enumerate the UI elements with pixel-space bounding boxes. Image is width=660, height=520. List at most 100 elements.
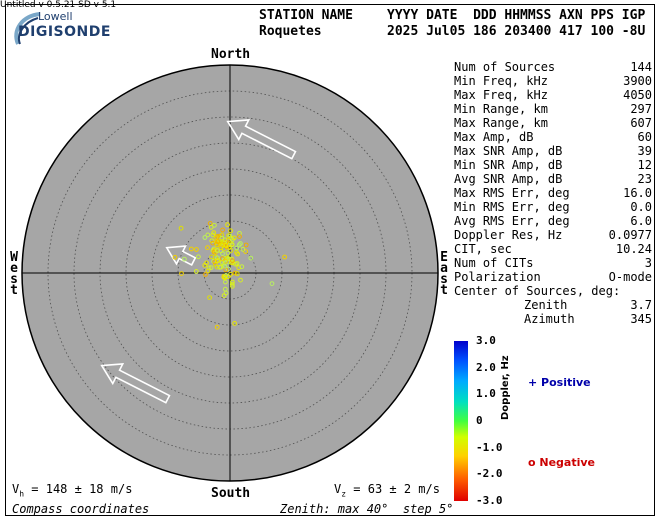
source-point (207, 295, 213, 301)
source-point (212, 259, 218, 265)
stat-label: Polarization (454, 270, 541, 284)
colorbar-tick-label: 3.0 (476, 334, 496, 347)
stat-label: Max RMS Err, deg (454, 186, 570, 200)
colorbar-tick-label: 2.0 (476, 360, 496, 374)
colorbar-tick-label: -1.0 (476, 440, 503, 454)
source-point (219, 232, 225, 238)
source-point (211, 230, 217, 236)
stat-label: Max Amp, dB (454, 130, 534, 144)
source-point (208, 265, 214, 271)
stat-row: Polarization O-mode (454, 270, 652, 284)
source-point (229, 242, 235, 248)
source-point (213, 235, 219, 241)
source-point (235, 251, 241, 257)
logo-text-main: DIGISONDE (18, 24, 111, 40)
vh-text: Vh = 148 ± 18 m/s (12, 482, 133, 499)
source-point (239, 264, 245, 270)
stat-label: Azimuth (524, 312, 575, 326)
colorbar-tick-label: -3.0 (476, 494, 503, 507)
stat-value: 16.0 (623, 186, 652, 200)
source-point (236, 242, 242, 248)
source-point (215, 255, 220, 261)
source-point (182, 256, 187, 262)
stat-row: Min Range, km 297 (454, 102, 652, 116)
source-point (226, 259, 231, 265)
source-point (231, 235, 237, 241)
stat-label: Max Freq, kHz (454, 88, 548, 102)
source-point (223, 279, 228, 285)
version-label: Untitled v 0.5.21 SD v 5.1 (0, 0, 117, 10)
source-point (237, 230, 242, 236)
stat-value: 3900 (623, 74, 652, 88)
source-point (215, 248, 220, 253)
source-point (215, 239, 221, 245)
source-point (196, 254, 201, 260)
source-point (225, 222, 231, 228)
stat-value: 6.0 (630, 214, 652, 228)
stat-row: Max RMS Err, deg 16.0 (454, 186, 652, 200)
source-point (234, 245, 240, 251)
stat-value: O-mode (608, 270, 652, 284)
source-point (269, 281, 275, 287)
stat-value: 297 (630, 102, 652, 116)
stat-row: Num of Sources 144 (454, 60, 652, 74)
stat-label: Num of Sources (454, 60, 556, 74)
stat-label: Max SNR Amp, dB (454, 144, 563, 158)
source-point (205, 245, 210, 251)
source-point (178, 225, 184, 231)
source-point (229, 281, 235, 287)
source-point (193, 269, 199, 274)
source-points (172, 221, 288, 330)
vz-text: Vz = 63 ± 2 m/s (334, 482, 440, 499)
stat-row: Min RMS Err, deg 0.0 (454, 200, 652, 214)
stat-row: Azimuth 345 (454, 312, 652, 326)
stat-row: CIT, sec 10.24 (454, 242, 652, 256)
stat-row: Avg RMS Err, deg 6.0 (454, 214, 652, 228)
positive-legend: + Positive (528, 376, 591, 389)
frame-border (5, 4, 655, 516)
stat-row: Min Freq, kHz 3900 (454, 74, 652, 88)
header-column-labels: YYYY DATE DDD HHMMSS AXN PPS IGP (387, 8, 646, 23)
source-point (240, 246, 246, 252)
source-point (212, 262, 218, 267)
source-point (222, 237, 228, 243)
compass-north-label: North (211, 47, 251, 62)
header-station-value: Roquetes (259, 24, 322, 39)
source-point (202, 235, 208, 240)
horizontal-velocity: Vh = 148 ± 18 m/s (12, 482, 132, 498)
drift-arrow-upper (226, 119, 297, 160)
source-point (189, 246, 194, 252)
header-column-values: 2025 Jul05 186 203400 417 100 -8U (387, 24, 646, 39)
stat-value: 144 (630, 60, 652, 74)
negative-legend: o Negative (528, 456, 596, 469)
stat-value: 3 (644, 256, 652, 270)
drift-arrow-middle (165, 245, 197, 266)
logo-text-top: Lowell (38, 10, 73, 23)
stat-label: Avg RMS Err, deg (454, 214, 570, 228)
vertical-velocity: Vz = 63 ± 2 m/s (334, 482, 440, 498)
source-point (233, 261, 238, 267)
stat-label: Min RMS Err, deg (454, 200, 570, 214)
stat-label: Avg SNR Amp, dB (454, 172, 563, 186)
source-point (218, 264, 224, 270)
stat-label: Min SNR Amp, dB (454, 158, 563, 172)
colorbar-tick-label: -2.0 (476, 467, 503, 481)
stat-value: 60 (637, 130, 652, 144)
source-point (230, 258, 235, 264)
stat-label: Min Range, km (454, 102, 548, 116)
stat-row: Max Amp, dB 60 (454, 130, 652, 144)
stat-value: 23 (637, 172, 652, 186)
stat-row: Doppler Res, Hz 0.0977 (454, 228, 652, 242)
drift-arrow-lower (100, 363, 171, 404)
source-point (248, 255, 254, 261)
source-point (220, 227, 226, 233)
stat-row: Max SNR Amp, dB 39 (454, 144, 652, 158)
source-point (225, 250, 231, 256)
source-point (214, 324, 220, 330)
colorbar-title: Doppler, Hz (500, 355, 511, 420)
zenith-step-label: Zenith: max 40° step 5° (280, 502, 454, 516)
stat-value: 0.0977 (608, 228, 652, 242)
source-point (179, 271, 184, 277)
